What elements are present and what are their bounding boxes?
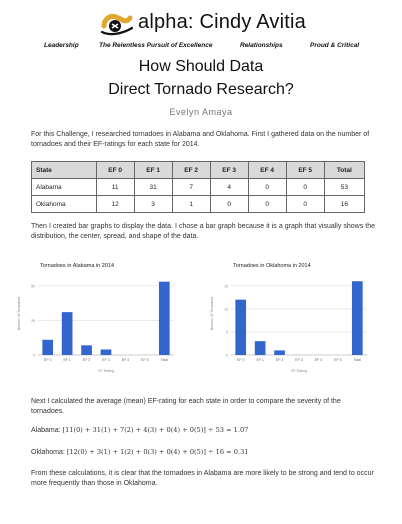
y-tick-label: 0: [33, 354, 35, 358]
x-axis-label: EF Rating: [98, 369, 114, 373]
bar: [81, 345, 92, 355]
bar: [351, 281, 363, 355]
intro-paragraph: For this Challenge, I researched tornado…: [31, 131, 370, 148]
table-header-cell: State: [31, 161, 97, 179]
table-cell: 4: [209, 178, 249, 196]
table-cell: Oklahoma: [31, 195, 97, 213]
table-cell: 11: [95, 178, 135, 196]
x-tick-label: EF 3: [295, 358, 302, 362]
y-axis-label: Number of Tornadoes: [17, 296, 21, 330]
oklahoma-bar-chart: Tornadoes in Oklahoma in 2014 0 5 10 15 EF 0 E…: [210, 263, 367, 373]
conclusion-paragraph: From these calculations, it is clear tha…: [31, 470, 374, 487]
bar: [61, 312, 73, 355]
author-name: Evelyn Amaya: [169, 107, 233, 117]
table-cell: 0: [285, 195, 325, 213]
table-header-cell: EF 2: [171, 161, 211, 179]
chart-title: Tornadoes in Alabama in 2014: [40, 263, 114, 269]
page-title-line1: How Should Data: [138, 58, 264, 75]
bar: [158, 281, 170, 355]
x-tick-label: EF 5: [141, 358, 148, 362]
x-tick-label: EF 2: [83, 358, 90, 362]
mean-paragraph: Next I calculated the average (mean) EF-…: [31, 398, 341, 415]
bar: [100, 349, 112, 355]
table-cell: 7: [171, 178, 211, 196]
graph-paragraph: Then I created bar graphs to display the…: [31, 223, 375, 240]
y-tick-label: 5: [226, 330, 228, 334]
oklahoma-formula: [12(0) + 3(1) + 1(2) + 0(3) + 0(4) + 0(5…: [66, 448, 249, 456]
bar: [254, 341, 266, 355]
chart-title: Tornadoes in Oklahoma in 2014: [233, 263, 311, 269]
table-cell: 1: [171, 195, 211, 213]
y-tick-label: 0: [226, 354, 228, 358]
oklahoma-label: Oklahoma:: [31, 449, 65, 456]
x-tick-label: EF 4: [315, 358, 322, 362]
table-cell: 31: [133, 178, 173, 196]
header: alpha: Cindy Avitia: [0, 8, 402, 38]
x-axis-label: EF Rating: [291, 369, 307, 373]
brand-name: alpha: Cindy Avitia: [138, 11, 306, 33]
table-header-cell: Total: [323, 161, 366, 179]
table-header-cell: EF 4: [247, 161, 287, 179]
alabama-equation: Alabama: [11(0) + 31(1) + 7(2) + 4(3) + …: [31, 426, 248, 434]
tagline-relationships: Relationships: [240, 42, 283, 49]
table-row: Alabama 11 31 7 4 0 0 53: [31, 178, 366, 196]
x-tick-label: EF 1: [256, 358, 263, 362]
table-cell: 0: [285, 178, 325, 196]
x-tick-label: Total: [354, 358, 362, 362]
table-header-cell: EF 1: [133, 161, 173, 179]
tagline-leadership: Leadership: [44, 42, 79, 49]
x-tick-label: EF 2: [276, 358, 283, 362]
page-title-line2: Direct Tornado Research?: [108, 81, 294, 98]
tagline-proud: Proud & Critical: [310, 42, 360, 49]
alpha-logo-icon: [100, 14, 134, 36]
y-tick-label: 50: [31, 284, 35, 288]
x-tick-label: EF 0: [44, 358, 51, 362]
alabama-formula: [11(0) + 31(1) + 7(2) + 4(3) + 0(4) + 0(…: [62, 426, 249, 434]
x-tick-label: EF 1: [63, 358, 70, 362]
y-tick-label: 15: [224, 284, 228, 288]
table-header-cell: EF 5: [285, 161, 325, 179]
table-header-cell: EF 3: [209, 161, 249, 179]
tagline-excellence: The Relentless Pursuit of Excellence: [99, 42, 213, 49]
x-tick-label: EF 0: [237, 358, 244, 362]
table-cell: 53: [323, 178, 366, 196]
y-tick-label: 10: [224, 307, 228, 311]
alabama-label: Alabama:: [31, 427, 61, 434]
table-cell: 12: [95, 195, 135, 213]
bar: [274, 350, 285, 355]
bar: [235, 299, 247, 355]
alabama-bar-chart: Tornadoes in Alabama in 2014 0 25 50 EF 0 EF …: [17, 263, 174, 373]
x-tick-label: EF 4: [122, 358, 129, 362]
table-cell: 0: [247, 178, 287, 196]
tornado-data-table: State EF 0 EF 1 EF 2 EF 3 EF 4 EF 5 Tota…: [31, 161, 366, 213]
x-tick-label: EF 5: [334, 358, 341, 362]
y-axis-label: Number of Tornadoes: [210, 296, 214, 330]
table-cell: 16: [323, 195, 366, 213]
table-cell: 0: [247, 195, 287, 213]
x-tick-label: Total: [161, 358, 169, 362]
table-cell: 0: [209, 195, 249, 213]
table-row: Oklahoma 12 3 1 0 0 0 16: [31, 195, 366, 213]
table-cell: Alabama: [31, 178, 97, 196]
bar: [42, 339, 54, 355]
table-cell: 3: [133, 195, 173, 213]
table-header-row: State EF 0 EF 1 EF 2 EF 3 EF 4 EF 5 Tota…: [31, 161, 366, 179]
y-tick-label: 25: [31, 319, 35, 323]
x-tick-label: EF 3: [102, 358, 109, 362]
table-header-cell: EF 0: [95, 161, 135, 179]
oklahoma-equation: Oklahoma: [12(0) + 3(1) + 1(2) + 0(3) + …: [31, 448, 248, 456]
